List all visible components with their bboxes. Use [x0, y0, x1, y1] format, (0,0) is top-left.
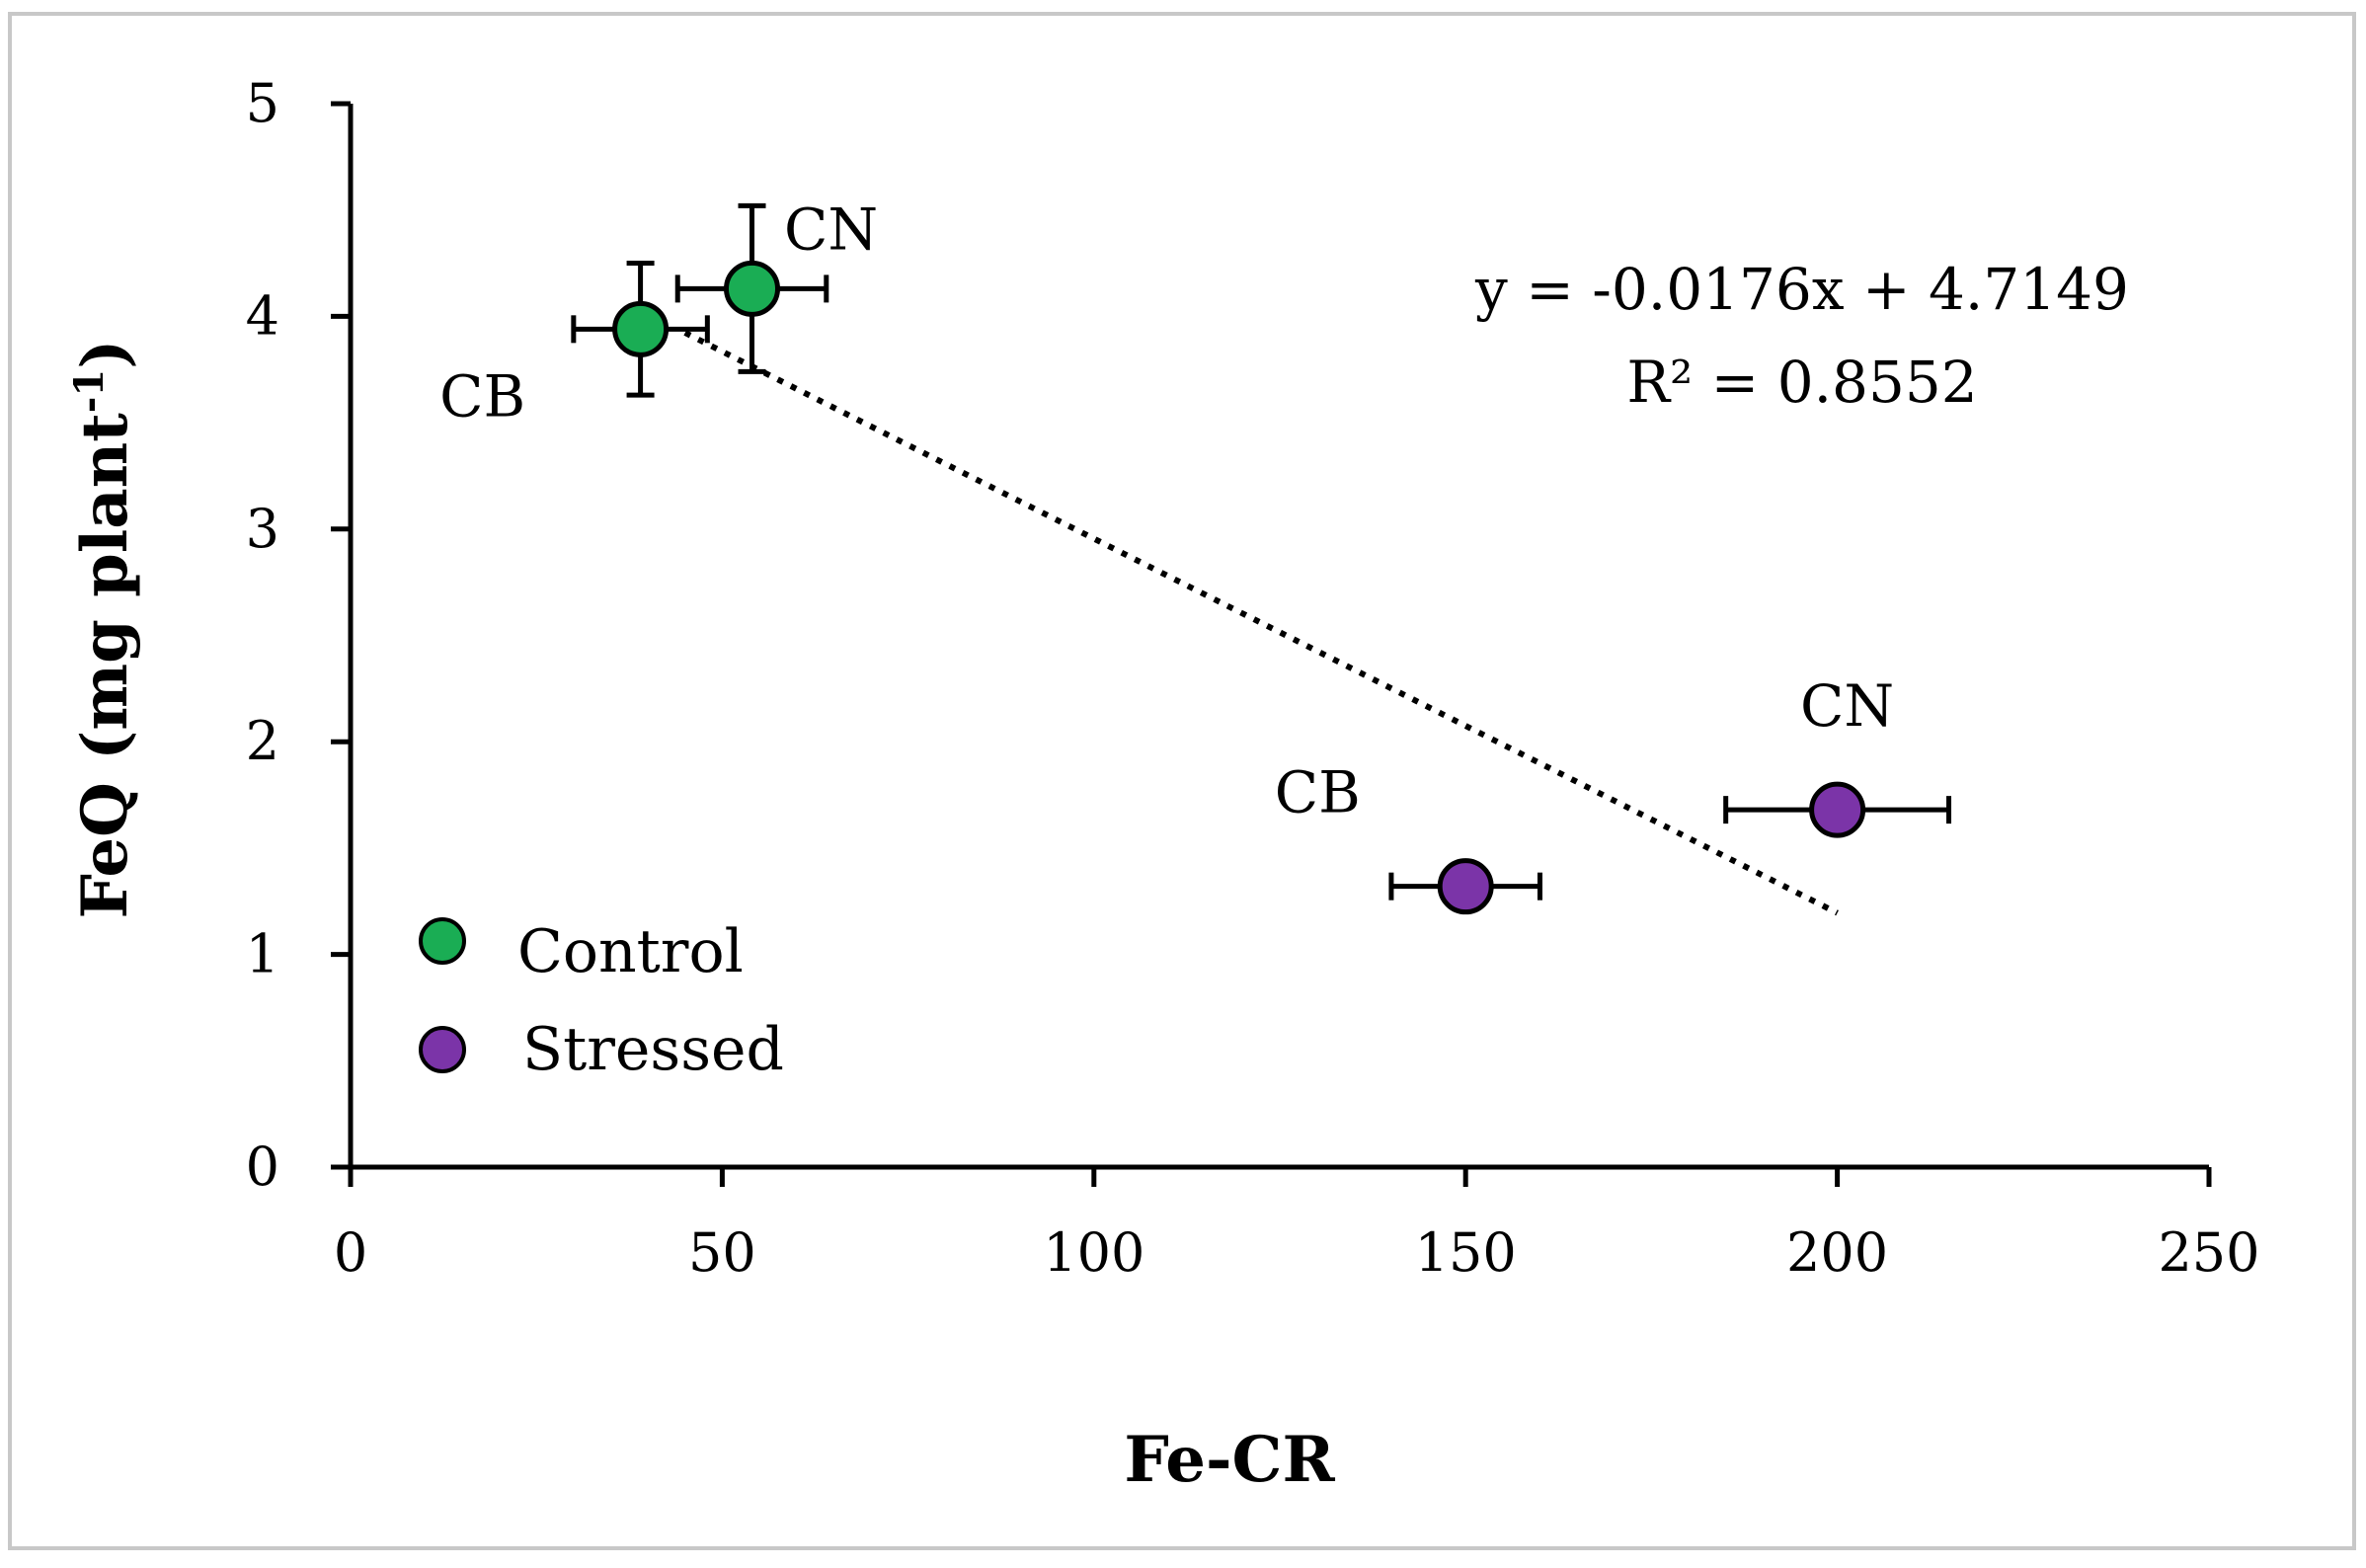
y-axis-title-close: ) [68, 339, 142, 368]
y-tick-label: 1 [246, 923, 279, 985]
chart-border [8, 12, 2356, 1550]
point-label-control-cb: CB [439, 362, 525, 430]
y-tick-label: 0 [246, 1136, 279, 1198]
x-axis-title: Fe-CR [1124, 1423, 1335, 1497]
y-tick-label: 5 [246, 72, 279, 134]
data-point-stressed-cn [1809, 781, 1866, 838]
x-tick-label: 250 [2158, 1221, 2259, 1284]
x-tick-label: 150 [1415, 1221, 1517, 1284]
point-label-control-cn: CN [784, 196, 878, 263]
y-tick-label: 3 [246, 498, 279, 560]
y-tick-label: 2 [246, 710, 279, 772]
trendline-r-squared: R² = 0.8552 [1626, 349, 1977, 416]
legend-swatch-control [419, 917, 466, 965]
x-tick-label: 0 [334, 1221, 367, 1284]
data-point-control-cn [724, 260, 781, 317]
legend-label-control: Control [517, 917, 744, 986]
point-label-stressed-cb: CB [1275, 759, 1361, 826]
y-axis-title: FeQ (mg plant-1) [66, 339, 142, 918]
point-label-stressed-cn: CN [1800, 672, 1894, 740]
legend: Control Stressed [419, 917, 784, 1084]
y-tick-label: 4 [246, 284, 279, 347]
data-point-control-cb [612, 300, 670, 357]
x-tick-label: 50 [688, 1221, 756, 1284]
data-point-stressed-cb [1437, 858, 1494, 915]
trendline-equation: y = -0.0176x + 4.7149 [1474, 256, 2129, 323]
x-tick-label: 100 [1043, 1221, 1144, 1284]
legend-label-stressed: Stressed [522, 1015, 784, 1084]
point-labels: CB CN CB CN [439, 196, 1894, 825]
y-axis-title-sup: -1 [66, 369, 113, 413]
legend-swatch-stressed [419, 1026, 466, 1073]
y-axis-title-main: FeQ (mg plant [68, 413, 142, 919]
data-points [612, 260, 1866, 915]
axes [348, 104, 2209, 1170]
x-tick-label: 200 [1786, 1221, 1888, 1284]
